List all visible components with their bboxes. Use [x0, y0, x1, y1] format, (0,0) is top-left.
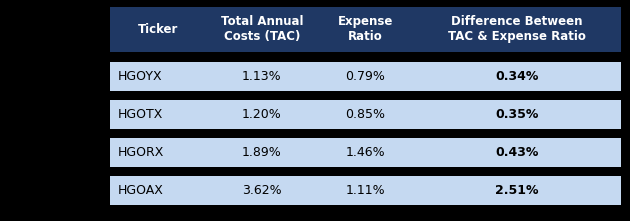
Bar [110, 138, 206, 167]
Bar [318, 138, 413, 167]
Text: 1.89%: 1.89% [242, 146, 282, 159]
Bar [206, 138, 318, 167]
Text: Total Annual
Costs (TAC): Total Annual Costs (TAC) [220, 15, 303, 44]
Bar [110, 100, 206, 129]
Text: HGORX: HGORX [118, 146, 164, 159]
Text: Difference Between
TAC & Expense Ratio: Difference Between TAC & Expense Ratio [448, 15, 586, 44]
Bar [110, 176, 206, 205]
Text: HGOAX: HGOAX [118, 184, 164, 197]
Text: 3.62%: 3.62% [242, 184, 282, 197]
Text: 1.11%: 1.11% [346, 184, 385, 197]
Text: 0.35%: 0.35% [495, 108, 539, 121]
Bar [318, 176, 413, 205]
Bar [206, 7, 318, 52]
Bar [206, 100, 318, 129]
Text: Ticker: Ticker [138, 23, 178, 36]
Bar [413, 138, 621, 167]
Bar [206, 62, 318, 91]
Bar [413, 7, 621, 52]
Bar [413, 176, 621, 205]
Text: 1.13%: 1.13% [242, 70, 282, 83]
Bar [413, 62, 621, 91]
Text: 1.46%: 1.46% [346, 146, 385, 159]
Text: 0.79%: 0.79% [345, 70, 386, 83]
Text: HGOYX: HGOYX [118, 70, 163, 83]
Text: Expense
Ratio: Expense Ratio [338, 15, 393, 44]
Bar [206, 176, 318, 205]
Text: 0.85%: 0.85% [345, 108, 386, 121]
Bar [110, 7, 206, 52]
Bar [413, 100, 621, 129]
Text: 1.20%: 1.20% [242, 108, 282, 121]
Text: 0.43%: 0.43% [495, 146, 539, 159]
Text: 0.34%: 0.34% [495, 70, 539, 83]
Bar [318, 7, 413, 52]
Text: 2.51%: 2.51% [495, 184, 539, 197]
Bar [318, 62, 413, 91]
Text: HGOTX: HGOTX [118, 108, 163, 121]
Bar [318, 100, 413, 129]
Bar [110, 62, 206, 91]
